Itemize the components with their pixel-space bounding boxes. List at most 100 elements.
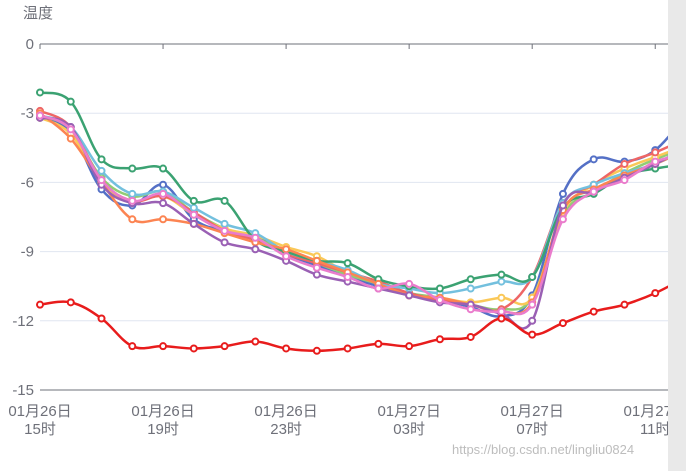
x-tick-label-date: 01月26日 [254,403,317,420]
data-point [528,330,537,339]
y-tick-label: -9 [21,244,34,261]
x-tick-label-hour: 07时 [516,421,548,438]
data-point [128,342,137,351]
x-tick-label-hour: 03时 [393,421,425,438]
data-point [36,88,44,97]
data-point [159,342,168,351]
vertical-scrollbar[interactable] [668,0,686,471]
y-tick-label: -6 [21,174,34,191]
x-tick-label-date: 01月26日 [8,403,71,420]
x-tick-label-date: 01月27日 [624,403,668,420]
data-point [558,201,567,210]
y-tick-label: -12 [12,313,34,330]
data-point [497,307,506,316]
data-point [651,289,660,298]
data-point [528,316,537,325]
data-point [405,291,414,300]
data-point [128,164,137,173]
data-point [528,300,537,309]
data-point [220,226,229,235]
series-line-10 [39,285,668,353]
data-point [589,307,598,316]
data-point [36,111,44,120]
x-tick-label-hour: 19时 [147,421,179,438]
data-point [97,155,106,164]
data-point [312,263,321,272]
data-point [497,270,506,279]
data-point [159,189,168,198]
data-point [159,164,168,173]
data-point [312,346,321,355]
data-point [558,189,567,198]
data-point [66,125,75,134]
data-point [374,284,383,293]
y-tick-label: -15 [12,382,34,399]
data-point [589,155,598,164]
data-point [497,277,506,286]
data-point [251,245,260,254]
data-point [97,314,106,323]
x-tick-label-date: 01月26日 [131,403,194,420]
data-point [558,215,567,224]
x-tick-label-hour: 15时 [24,421,56,438]
y-axis-title: 温度 [23,5,54,22]
data-point [466,305,475,314]
series-line-7 [39,112,668,315]
data-point [435,284,444,293]
data-point [189,219,198,228]
series-line-8 [39,116,668,330]
data-point [497,293,506,302]
data-point [220,342,229,351]
data-point [405,279,414,288]
data-point [620,159,629,168]
data-point [374,339,383,348]
data-point [343,259,352,268]
data-point [128,196,137,205]
data-point [189,344,198,353]
data-point [66,134,75,143]
data-point [651,157,660,166]
data-point [251,337,260,346]
data-point [312,270,321,279]
data-point [466,284,475,293]
data-point [189,210,198,219]
data-point [620,176,629,185]
data-point [282,245,291,254]
data-point [251,233,260,242]
data-point [497,314,506,323]
x-tick-label-date: 01月27日 [377,403,440,420]
data-point [466,332,475,341]
data-point [159,199,168,208]
watermark-text: https://blog.csdn.net/lingliu0824 [452,442,635,457]
data-point [66,298,75,307]
chart-canvas: 0-3-6-9-12-1501月26日15时01月26日19时01月26日23时… [8,36,668,438]
data-point [312,256,321,265]
data-point [128,189,137,198]
series-line-4 [39,109,668,313]
x-tick-label-date: 01月27日 [501,403,564,420]
data-point [66,97,75,106]
data-point [128,215,137,224]
x-tick-label-hour: 23时 [270,421,302,438]
data-point [97,176,106,185]
x-tick-label-hour: 11时 [640,421,668,438]
y-tick-label: 0 [26,36,34,53]
data-point [343,344,352,353]
data-point [189,203,198,212]
data-point [97,166,106,175]
data-point [405,342,414,351]
data-point [220,238,229,247]
y-tick-label: -3 [21,105,34,122]
data-point [343,272,352,281]
data-point [589,187,598,196]
data-point [220,219,229,228]
data-point [558,319,567,328]
data-point [651,148,660,157]
data-point [159,215,168,224]
data-point [189,196,198,205]
data-point [466,275,475,284]
data-point [282,252,291,261]
series-line-9 [39,114,668,316]
data-point [220,196,229,205]
